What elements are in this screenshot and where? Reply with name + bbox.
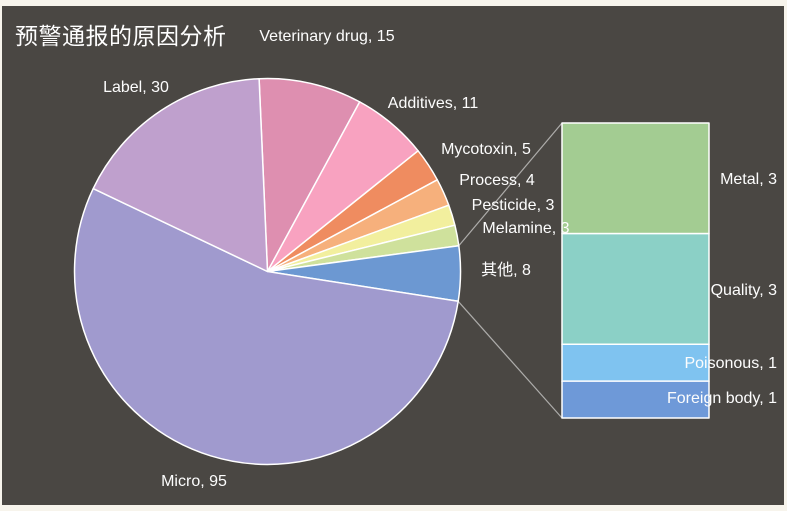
- pie-slices: [73, 77, 462, 466]
- bar-segment-foreign-body: [561, 380, 710, 419]
- slice-label-mycotoxin: Mycotoxin, 5: [441, 141, 531, 158]
- slice-label-process: Process, 4: [459, 172, 535, 189]
- pie-slice-micro: [73, 187, 459, 466]
- slice-label-melamine: Melamine, 3: [482, 220, 570, 237]
- bar-label-metal: Metal, 3: [720, 171, 777, 188]
- slice-label-veterinary-drug: Veterinary drug, 15: [259, 28, 395, 45]
- bar-label-foreign-body: Foreign body, 1: [667, 390, 777, 407]
- pie-slice-veterinary-drug: [258, 77, 361, 273]
- bar-label-quality: Quality, 3: [710, 282, 777, 299]
- slice-label-other: 其他, 8: [481, 262, 531, 279]
- slice-label-label: Label, 30: [103, 79, 169, 96]
- slice-label-additives: Additives, 11: [387, 95, 479, 112]
- slice-label-pesticide: Pesticide, 3: [471, 197, 555, 214]
- pie-slice-label: [92, 77, 269, 273]
- bar-segment-metal: [561, 122, 710, 235]
- slice-label-micro: Micro, 95: [161, 473, 227, 490]
- leader-lines: [457, 122, 563, 419]
- bar-segment-quality: [561, 232, 710, 345]
- bar-label-poisonous: Poisonous, 1: [684, 355, 777, 372]
- chart-title: 预警通报的原因分析: [15, 23, 227, 49]
- leader-line-bottom: [457, 300, 563, 419]
- bar-segments: [561, 122, 710, 419]
- leader-line-top: [458, 122, 563, 247]
